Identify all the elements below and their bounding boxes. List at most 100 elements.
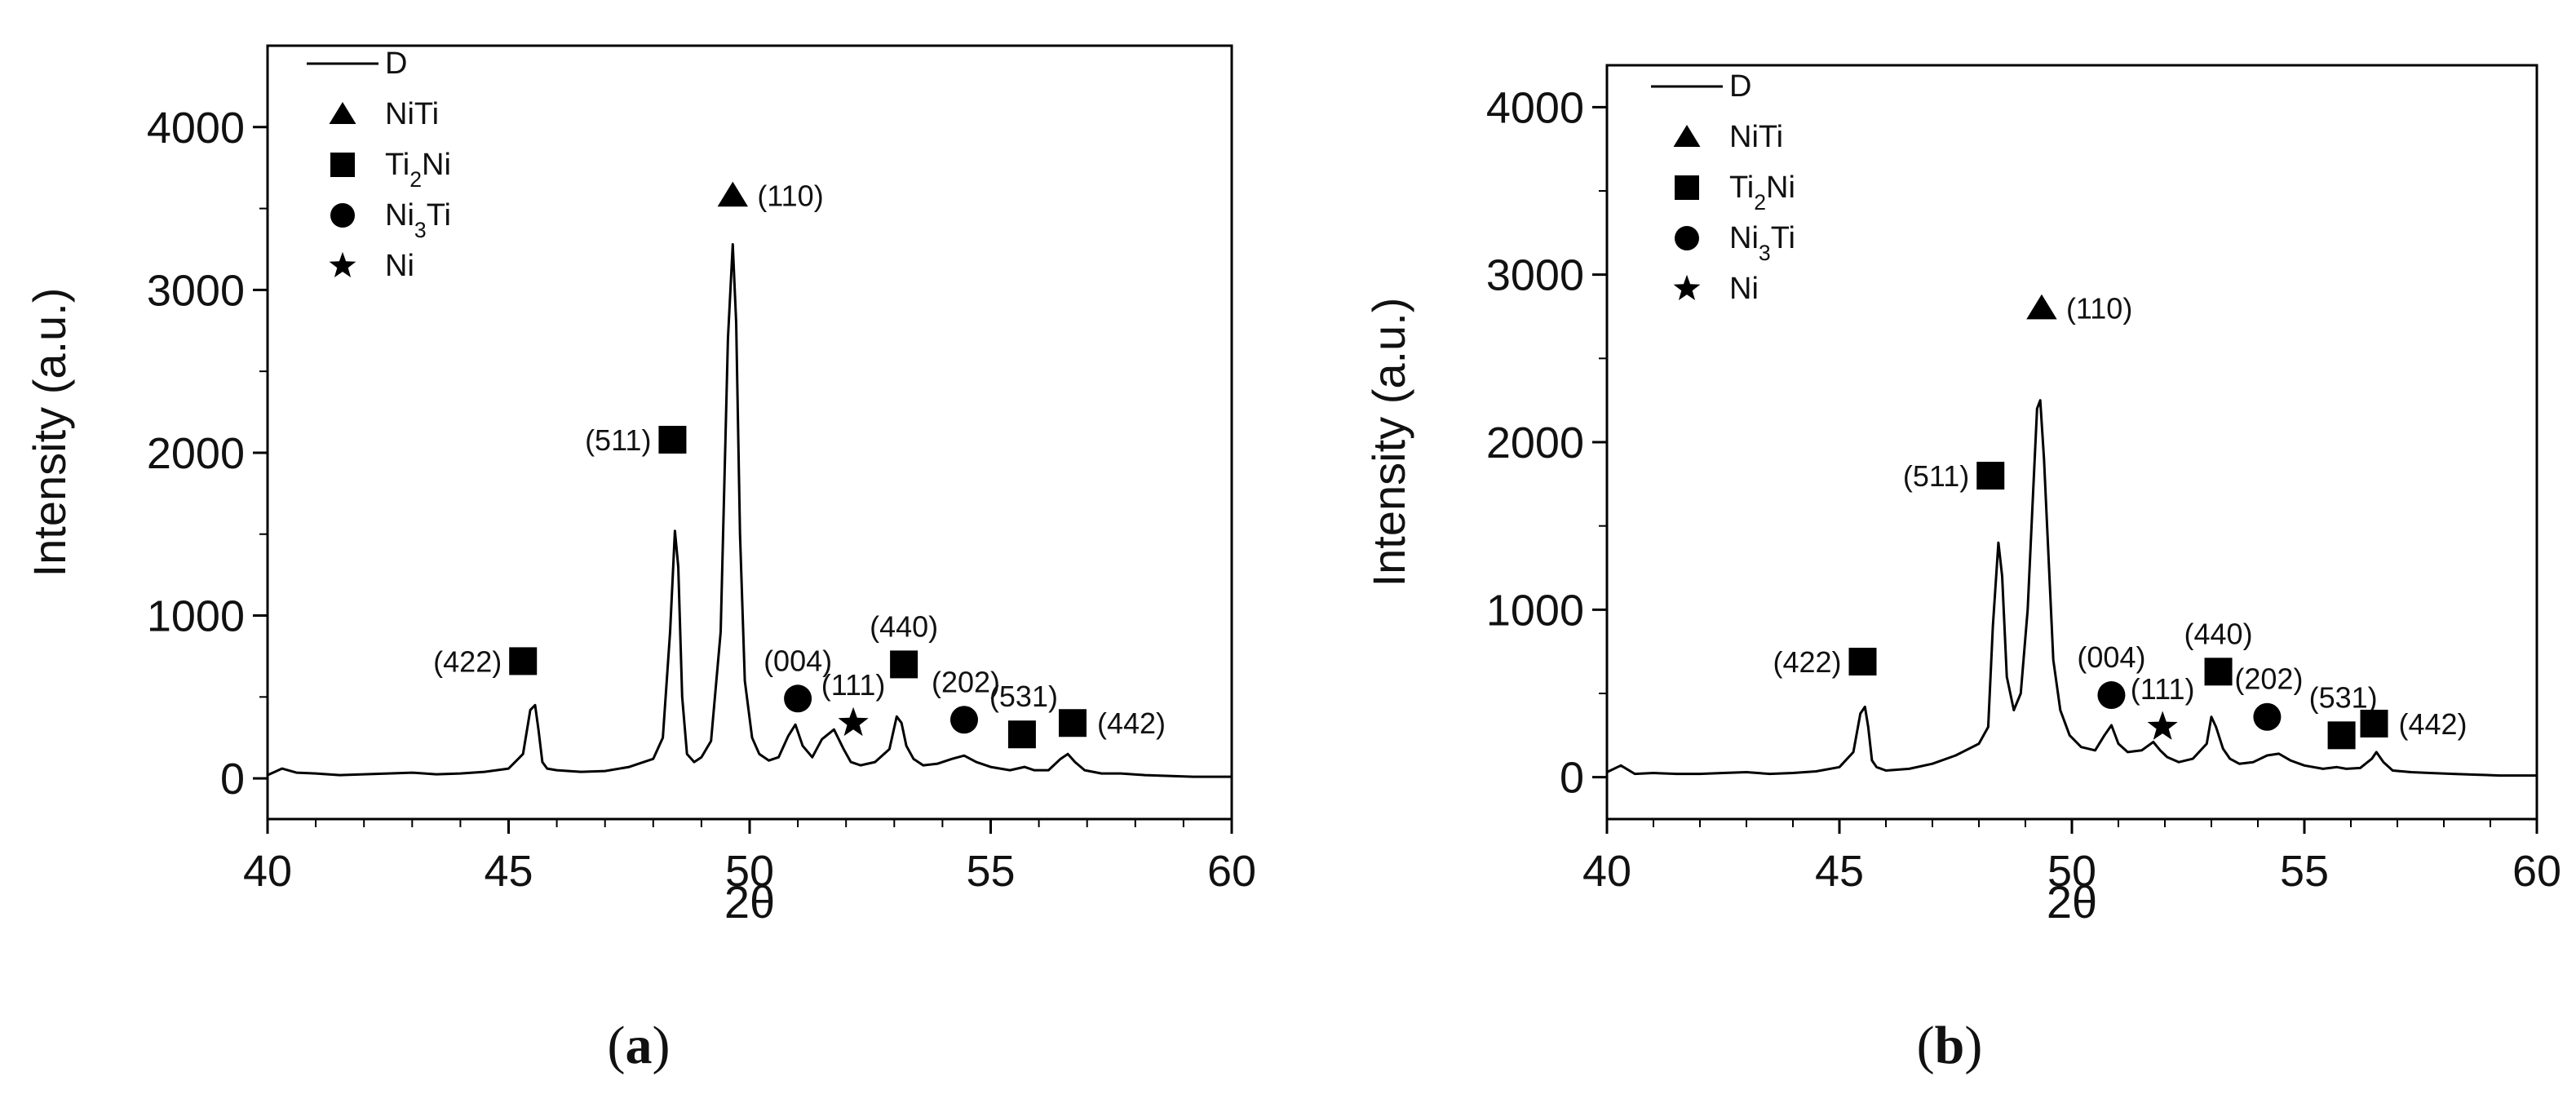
peak-circle-icon bbox=[949, 706, 978, 734]
x-tick-label: 60 bbox=[1207, 847, 1256, 896]
peak-label: (004) bbox=[764, 644, 832, 677]
y-tick-label: 1000 bbox=[147, 592, 245, 641]
legend-label: D bbox=[385, 47, 407, 81]
peak-label: (004) bbox=[2077, 640, 2145, 674]
peak-circle-icon bbox=[2253, 702, 2282, 731]
peak-square-icon bbox=[658, 425, 687, 454]
legend-label: Ni3Ti bbox=[1729, 221, 1795, 265]
legend-triangle-icon bbox=[329, 102, 356, 124]
peak-triangle-icon bbox=[717, 181, 749, 207]
peak-square-icon bbox=[1848, 647, 1877, 675]
peak-annotation: (422) bbox=[1773, 645, 1877, 679]
legend: D NiTi Ti2Ni Ni3Ti Ni bbox=[307, 47, 451, 283]
x-tick-label: 60 bbox=[2512, 847, 2561, 896]
peak-annotation: (442) bbox=[2360, 707, 2468, 741]
peak-annotation: (440) bbox=[870, 609, 938, 679]
peak-label: (531) bbox=[989, 680, 1058, 713]
peak-annotation: (004) bbox=[2077, 640, 2145, 710]
peak-square-icon bbox=[509, 647, 538, 675]
peak-label: (110) bbox=[757, 179, 823, 213]
x-tick-label: 50 bbox=[725, 847, 774, 896]
x-tick-label: 50 bbox=[2047, 847, 2096, 896]
peak-annotation: (442) bbox=[1058, 706, 1166, 740]
legend-label: Ni bbox=[385, 249, 414, 283]
x-tick-label: 45 bbox=[484, 847, 533, 896]
x-tick-label: 55 bbox=[2280, 847, 2329, 896]
peak-square-icon bbox=[1058, 709, 1087, 737]
series-line-0 bbox=[267, 243, 1232, 778]
peak-label: (110) bbox=[2066, 292, 2132, 326]
peak-annotation: (110) bbox=[2026, 292, 2132, 326]
panel-label: (a) bbox=[608, 1016, 671, 1075]
legend-label: NiTi bbox=[385, 97, 439, 131]
peak-annotation: (440) bbox=[2184, 617, 2253, 686]
peak-star-icon bbox=[2147, 711, 2178, 740]
legend-label: Ti2Ni bbox=[1729, 171, 1795, 215]
peak-square-icon bbox=[2360, 709, 2388, 737]
x-tick-label: 55 bbox=[966, 847, 1015, 896]
peak-annotation: (531) bbox=[989, 680, 1058, 749]
series-line-0 bbox=[1606, 399, 2537, 777]
peak-label: (440) bbox=[2184, 617, 2253, 650]
legend-label: D bbox=[1729, 69, 1751, 104]
peak-label: (422) bbox=[433, 644, 502, 678]
peak-label: (511) bbox=[585, 423, 651, 457]
y-tick-label: 2000 bbox=[1486, 419, 1584, 467]
y-tick-label: 3000 bbox=[1486, 251, 1584, 300]
peak-annotation: (004) bbox=[764, 644, 832, 713]
chart-panel-b: 40 45 50 55 60 0 1000 2000 3000 4000 2θ Intensity (… bbox=[1363, 64, 2561, 1075]
x-axis-title: 2θ bbox=[2047, 876, 2097, 928]
y-axis-title: Intensity (a.u.) bbox=[24, 288, 75, 578]
peak-star-icon bbox=[838, 706, 869, 737]
peak-annotation: (202) bbox=[2234, 662, 2303, 731]
x-tick-label: 40 bbox=[1582, 847, 1631, 896]
legend-star-icon bbox=[1673, 274, 1701, 300]
peak-circle-icon bbox=[784, 684, 812, 713]
peak-square-icon bbox=[2327, 721, 2356, 750]
legend-label: Ni3Ti bbox=[385, 198, 451, 242]
peak-label: (511) bbox=[1903, 459, 1969, 493]
peak-label: (111) bbox=[821, 668, 886, 702]
x-axis-title: 2θ bbox=[724, 876, 775, 928]
peak-square-icon bbox=[1976, 462, 2005, 490]
peak-annotation: (202) bbox=[932, 665, 1000, 734]
y-axis-title: Intensity (a.u.) bbox=[1363, 298, 1414, 587]
x-tick-label: 40 bbox=[243, 847, 292, 896]
peak-annotation: (111) bbox=[2131, 672, 2195, 740]
plot-frame bbox=[266, 44, 1233, 821]
peak-annotation: (422) bbox=[433, 644, 538, 678]
peak-annotation: (511) bbox=[585, 423, 687, 457]
peak-annotation: (111) bbox=[821, 668, 886, 737]
legend-star-icon bbox=[329, 251, 356, 277]
peak-annotation: (531) bbox=[2309, 680, 2378, 750]
panel-label: (b) bbox=[1917, 1016, 1983, 1075]
y-tick-label: 3000 bbox=[147, 266, 245, 315]
legend-circle-icon bbox=[330, 203, 355, 228]
peak-label: (442) bbox=[2399, 707, 2468, 741]
peak-label: (531) bbox=[2309, 680, 2378, 714]
peak-circle-icon bbox=[2097, 681, 2126, 710]
peak-label: (111) bbox=[2131, 672, 2195, 706]
legend-label: Ni bbox=[1729, 272, 1759, 306]
y-tick-label: 1000 bbox=[1486, 586, 1584, 635]
peak-square-icon bbox=[2204, 658, 2233, 686]
peak-square-icon bbox=[890, 650, 918, 679]
legend-square-icon bbox=[1675, 175, 1699, 200]
y-tick-label: 0 bbox=[1560, 754, 1584, 803]
peak-label: (202) bbox=[2234, 662, 2303, 696]
peak-label: (422) bbox=[1773, 645, 1841, 679]
peak-label: (442) bbox=[1097, 706, 1166, 740]
peak-square-icon bbox=[1007, 720, 1036, 749]
y-tick-label: 0 bbox=[220, 755, 245, 804]
peak-triangle-icon bbox=[2026, 294, 2057, 320]
peak-label: (440) bbox=[870, 609, 938, 643]
legend-label: Ti2Ni bbox=[385, 148, 451, 192]
legend-square-icon bbox=[330, 153, 355, 177]
peak-annotation: (511) bbox=[1903, 459, 2005, 493]
y-tick-label: 2000 bbox=[147, 429, 245, 478]
peak-label: (202) bbox=[932, 665, 1000, 698]
peak-annotation: (110) bbox=[717, 179, 824, 213]
y-tick-label: 4000 bbox=[147, 104, 245, 153]
legend: D NiTi Ti2Ni Ni3Ti Ni bbox=[1651, 69, 1795, 306]
